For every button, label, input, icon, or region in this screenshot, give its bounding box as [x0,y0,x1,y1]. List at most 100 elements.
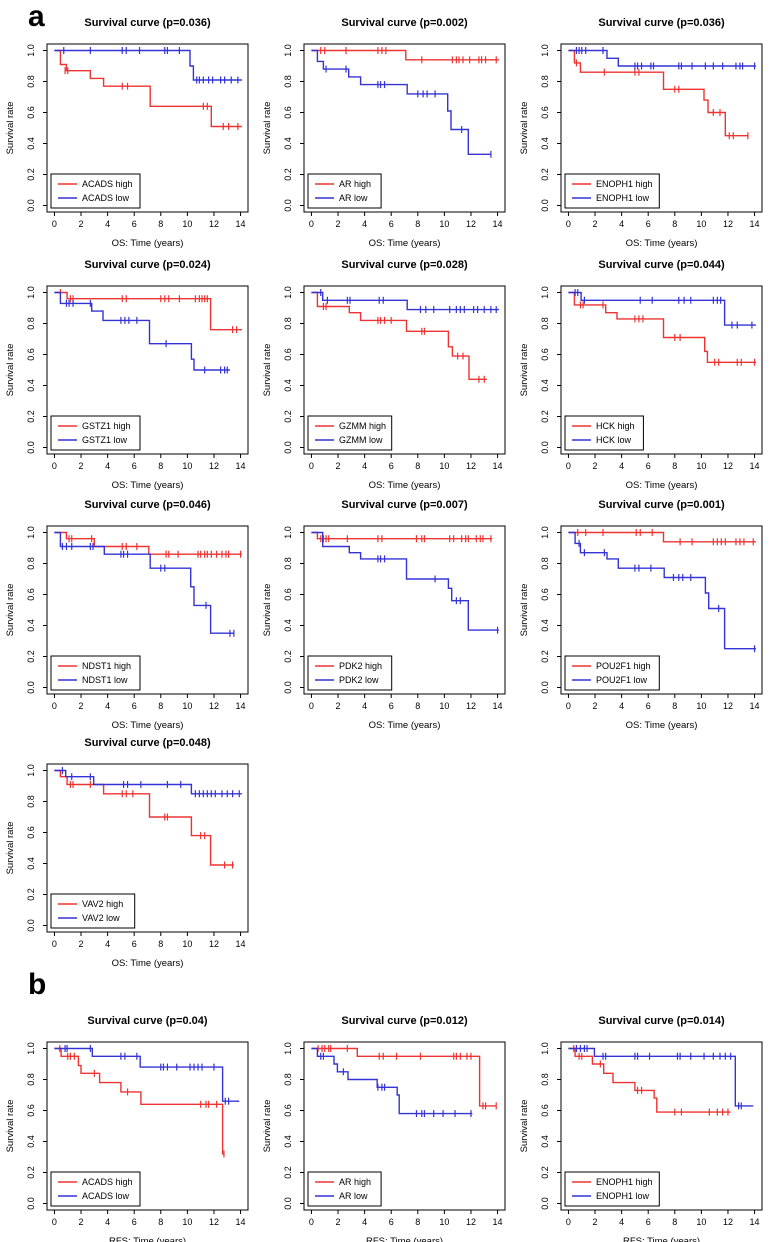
svg-text:1.0: 1.0 [26,526,36,539]
svg-text:4: 4 [105,219,110,229]
svg-text:2: 2 [336,701,341,711]
svg-text:6: 6 [646,1217,651,1227]
svg-text:1.0: 1.0 [283,1042,293,1055]
legend-label-low: ENOPH1 low [596,1191,650,1201]
svg-text:8: 8 [672,461,677,471]
svg-text:14: 14 [236,461,246,471]
svg-text:0: 0 [309,461,314,471]
censor-marks-high [320,535,492,543]
plot-box [303,525,506,695]
svg-text:4: 4 [105,939,110,949]
svg-text:0.6: 0.6 [540,1104,550,1117]
legend-label-low: AR low [339,1191,368,1201]
svg-text:0.0: 0.0 [283,199,293,212]
censor-marks-low [578,539,756,653]
chart-title: Survival curve (p=0.028) [341,259,468,271]
y-axis-label: Survival rate [5,102,16,155]
svg-text:2: 2 [593,219,598,229]
legend: AR high AR low [307,1171,382,1207]
svg-text:14: 14 [236,939,246,949]
svg-text:10: 10 [182,939,192,949]
svg-text:12: 12 [209,219,219,229]
svg-text:0.2: 0.2 [26,888,36,901]
svg-text:12: 12 [209,939,219,949]
plot-box [560,525,763,695]
legend-label-high: PDK2 high [339,661,382,671]
svg-text:12: 12 [466,461,476,471]
survival-curve-low [54,531,234,634]
svg-text:0.4: 0.4 [26,137,36,150]
svg-text:12: 12 [466,701,476,711]
svg-text:6: 6 [132,701,137,711]
legend-label-high: VAV2 high [82,899,123,909]
svg-text:0.2: 0.2 [540,410,550,423]
x-axis-label: RFS: Time (years) [366,1236,443,1242]
svg-text:0: 0 [566,1217,571,1227]
svg-text:14: 14 [750,1217,760,1227]
svg-text:6: 6 [389,1217,394,1227]
svg-text:14: 14 [750,219,760,229]
svg-text:0.6: 0.6 [26,106,36,119]
svg-text:0.6: 0.6 [540,106,550,119]
y-axis-label: Survival rate [5,822,16,875]
svg-text:10: 10 [439,1217,449,1227]
svg-text:0: 0 [52,939,57,949]
svg-text:1.0: 1.0 [540,1042,550,1055]
y-axis-label: Survival rate [262,584,273,637]
svg-text:0: 0 [309,1217,314,1227]
svg-text:0: 0 [309,219,314,229]
km-chart-vav2-os: Survival curve (p=0.048) 0 2 4 6 8 10 12 14 0.0 0.… [0,720,256,970]
legend-label-high: ENOPH1 high [596,1177,653,1187]
x-axis-label: OS: Time (years) [626,480,698,491]
svg-text:0.6: 0.6 [540,348,550,361]
km-chart-gstz1-os: Survival curve (p=0.024) 0 2 4 6 8 10 12 14 0.0 0.… [0,242,256,492]
km-plot-svg: Survival curve (p=0.044) 0 2 4 6 8 10 12 14 0.0 0.… [519,259,763,491]
plot-box [303,285,506,455]
legend-label-high: HCK high [596,421,635,431]
svg-text:0.2: 0.2 [283,650,293,663]
y-axis-label: Survival rate [262,344,273,397]
svg-text:1.0: 1.0 [540,286,550,299]
svg-text:6: 6 [132,461,137,471]
svg-text:6: 6 [646,701,651,711]
svg-text:0.4: 0.4 [283,619,293,632]
svg-text:14: 14 [236,219,246,229]
legend: ENOPH1 high ENOPH1 low [564,1171,660,1207]
censor-marks-low [61,767,240,798]
svg-text:0.8: 0.8 [540,317,550,330]
legend-label-low: ENOPH1 low [596,193,650,203]
svg-text:0.0: 0.0 [26,1197,36,1210]
svg-text:0.4: 0.4 [540,379,550,392]
svg-text:12: 12 [209,461,219,471]
svg-text:6: 6 [132,1217,137,1227]
legend-label-high: POU2F1 high [596,661,651,671]
svg-text:0: 0 [52,1217,57,1227]
svg-text:0.0: 0.0 [283,681,293,694]
censor-marks-high [579,301,756,366]
svg-text:0.4: 0.4 [540,1135,550,1148]
svg-text:0: 0 [52,461,57,471]
svg-text:0.2: 0.2 [26,1166,36,1179]
svg-text:0.2: 0.2 [26,410,36,423]
censor-marks-high [59,1045,225,1158]
km-plot-svg: Survival curve (p=0.024) 0 2 4 6 8 10 12 14 0.0 0.… [5,259,249,491]
svg-text:1.0: 1.0 [26,1042,36,1055]
y-axis-label: Survival rate [519,1100,530,1153]
y-axis-label: Survival rate [519,584,530,637]
svg-text:12: 12 [209,1217,219,1227]
survival-curve-high [54,1047,225,1155]
legend: ACADS high ACADS low [50,173,141,209]
panel-b-label: b [28,968,47,1001]
svg-text:8: 8 [415,1217,420,1227]
svg-text:4: 4 [619,219,624,229]
svg-text:0.0: 0.0 [26,681,36,694]
survival-curve-low [54,291,230,371]
survival-curve-high [311,49,499,61]
censor-marks-low [377,555,499,634]
svg-text:1.0: 1.0 [283,526,293,539]
legend-label-low: ACADS low [82,193,130,203]
km-chart-enoph1-rfs: Survival curve (p=0.014) 0 2 4 6 8 10 12 14 0.0 0.… [514,998,770,1242]
svg-text:8: 8 [415,701,420,711]
legend: ACADS high ACADS low [50,1171,141,1207]
x-axis-label: OS: Time (years) [112,238,184,249]
